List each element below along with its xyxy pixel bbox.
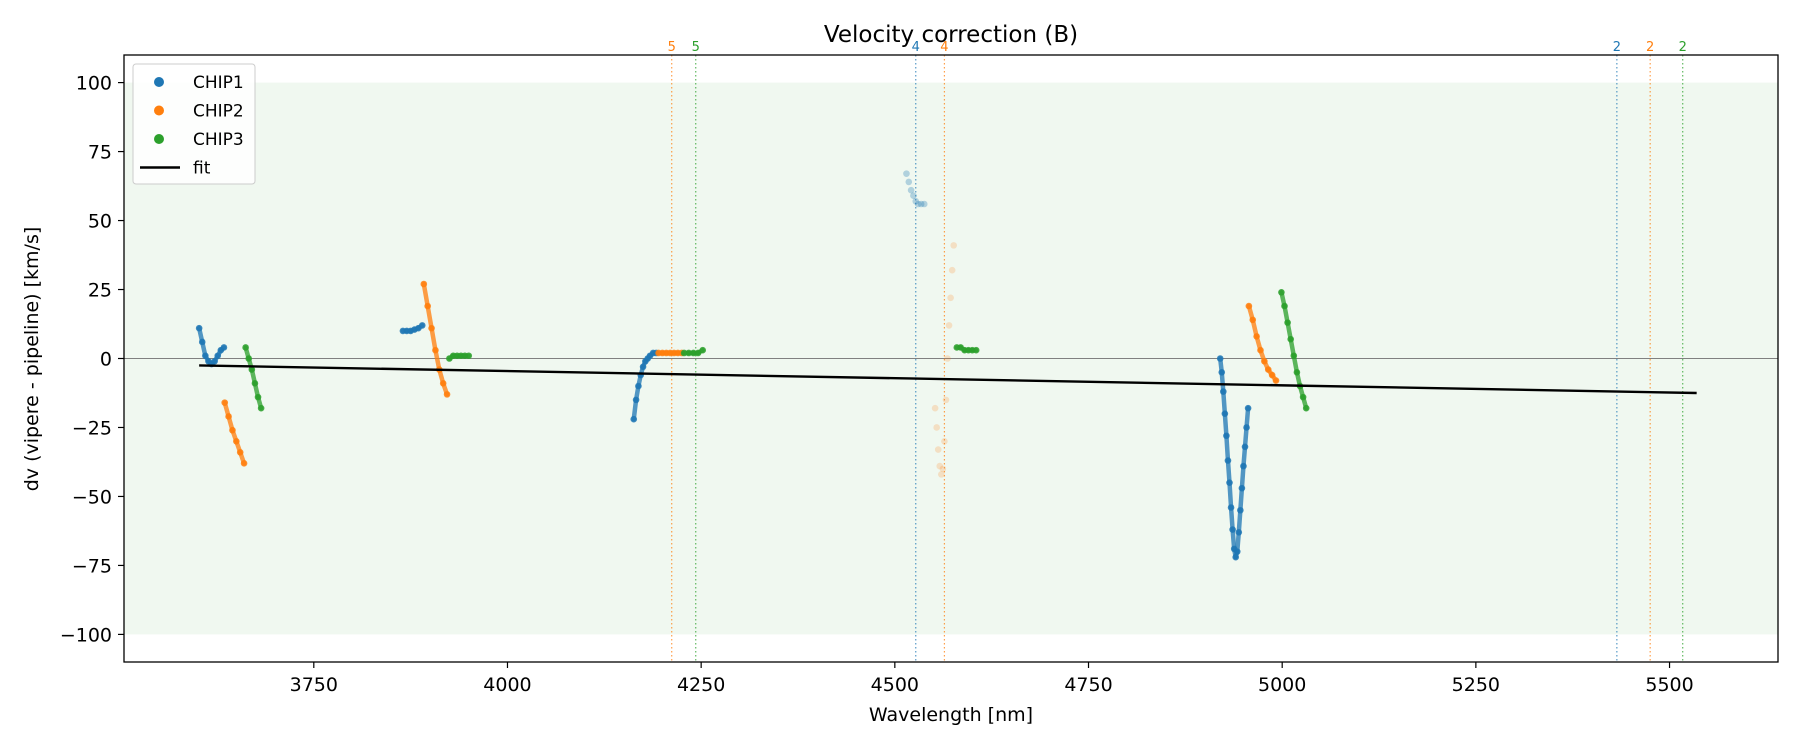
data-point <box>1302 404 1310 412</box>
data-point-trail <box>425 303 434 331</box>
x-tick-label: 5500 <box>1645 674 1693 696</box>
data-point-trail <box>429 325 438 353</box>
y-tick-label: 75 <box>88 142 112 164</box>
vertical-marker-label: 2 <box>1679 40 1687 55</box>
x-tick-label: 4750 <box>1064 674 1112 696</box>
data-point-trail <box>1221 389 1228 416</box>
y-axis-title: dv (vipere - pipeline) [km/s] <box>21 227 43 492</box>
series-chip2-segment-4 <box>931 242 958 478</box>
x-tick-label: 5000 <box>1258 674 1306 696</box>
data-point <box>914 200 922 208</box>
legend-box <box>132 63 256 185</box>
series-chip2-segment-1 <box>221 399 248 467</box>
data-point <box>1244 404 1252 412</box>
series-chip1-segment-1 <box>195 324 228 368</box>
data-point <box>912 197 920 205</box>
data-point <box>947 294 954 302</box>
series-chip3-segment-3 <box>680 346 707 357</box>
series-chip3-segment-1 <box>242 344 265 412</box>
data-point <box>910 192 917 200</box>
legend-label: CHIP3 <box>193 130 244 150</box>
series-chip1-segment-5 <box>1216 355 1252 561</box>
x-tick-label: 4250 <box>677 674 725 696</box>
y-tick-label: 100 <box>76 73 112 95</box>
data-point <box>917 200 925 208</box>
data-point-trail <box>1224 433 1231 463</box>
series-chip2-segment-5 <box>1245 302 1280 384</box>
data-point <box>972 346 980 354</box>
data-point <box>257 404 265 412</box>
series-chip2-segment-3 <box>655 349 686 357</box>
data-point-trail <box>1228 505 1235 532</box>
vertical-marker-label: 4 <box>940 40 948 55</box>
data-point <box>945 322 953 329</box>
data-point <box>903 170 910 177</box>
data-point-trail <box>1227 480 1234 510</box>
x-axis-title: Wavelength [nm] <box>869 704 1033 726</box>
legend-label: fit <box>193 159 211 179</box>
data-point <box>418 322 426 329</box>
series-chip3-segment-2 <box>446 352 473 362</box>
data-point-trail <box>1225 458 1232 485</box>
data-point-trail <box>1239 463 1246 491</box>
plot-area: 5 5 4 4 2 2 2 3750 4000 4250 4500 4750 5000 5250 5500 −… <box>60 40 1779 696</box>
y-tick-label: −25 <box>72 417 112 439</box>
legend: CHIP1 CHIP2 CHIP3 fit <box>132 63 256 185</box>
series-chip1-segment-2 <box>399 322 426 335</box>
data-point-trail <box>1222 411 1229 439</box>
data-point <box>950 242 958 249</box>
series-chip1-segment-4 <box>903 170 928 208</box>
data-point-trail <box>1236 508 1243 535</box>
vertical-marker-label: 5 <box>692 40 700 55</box>
y-tick-label: 50 <box>88 211 112 233</box>
data-point <box>443 391 451 398</box>
data-point <box>240 460 248 467</box>
vertical-marker-label: 4 <box>912 40 920 55</box>
x-tick-label: 4500 <box>871 674 919 696</box>
series-chip2-segment-2 <box>420 280 451 398</box>
legend-label: CHIP2 <box>193 102 244 122</box>
data-point <box>1272 377 1280 384</box>
data-point <box>220 344 228 351</box>
data-point-trail <box>421 281 430 309</box>
data-point-trail <box>1238 485 1245 513</box>
data-point <box>936 462 944 470</box>
data-point <box>942 396 950 404</box>
data-point <box>920 200 928 208</box>
data-point <box>939 465 947 473</box>
data-point <box>699 346 707 354</box>
series-chip3-segment-4 <box>953 344 980 354</box>
data-point <box>907 186 915 194</box>
legend-marker <box>154 77 164 87</box>
vertical-marker-label: 5 <box>668 40 676 55</box>
fit-line <box>199 364 1697 395</box>
x-tick-label: 4000 <box>483 674 531 696</box>
y-tick-label: −50 <box>72 486 112 508</box>
vertical-marker-label: 2 <box>1646 40 1654 55</box>
legend-label: CHIP1 <box>193 73 244 93</box>
series-chip3-segment-5 <box>1278 288 1310 412</box>
chart-title: Velocity correction (B) <box>824 22 1078 48</box>
y-tick-label: −75 <box>72 555 112 577</box>
data-point <box>931 404 939 412</box>
vertical-marker-label: 2 <box>1613 40 1621 55</box>
x-tick-label: 3750 <box>290 674 338 696</box>
data-point <box>944 355 951 362</box>
y-tick-label: −100 <box>60 624 112 646</box>
x-tick-label: 5250 <box>1452 674 1500 696</box>
data-point <box>948 266 956 274</box>
data-point <box>941 437 948 445</box>
data-point <box>934 446 942 453</box>
legend-marker <box>154 134 164 144</box>
legend-marker <box>154 105 164 116</box>
y-tick-label: 0 <box>100 349 112 371</box>
data-point <box>465 352 473 360</box>
data-point <box>938 471 945 478</box>
data-point <box>905 178 913 186</box>
y-tick-label: 25 <box>88 280 112 302</box>
data-point <box>933 424 940 431</box>
